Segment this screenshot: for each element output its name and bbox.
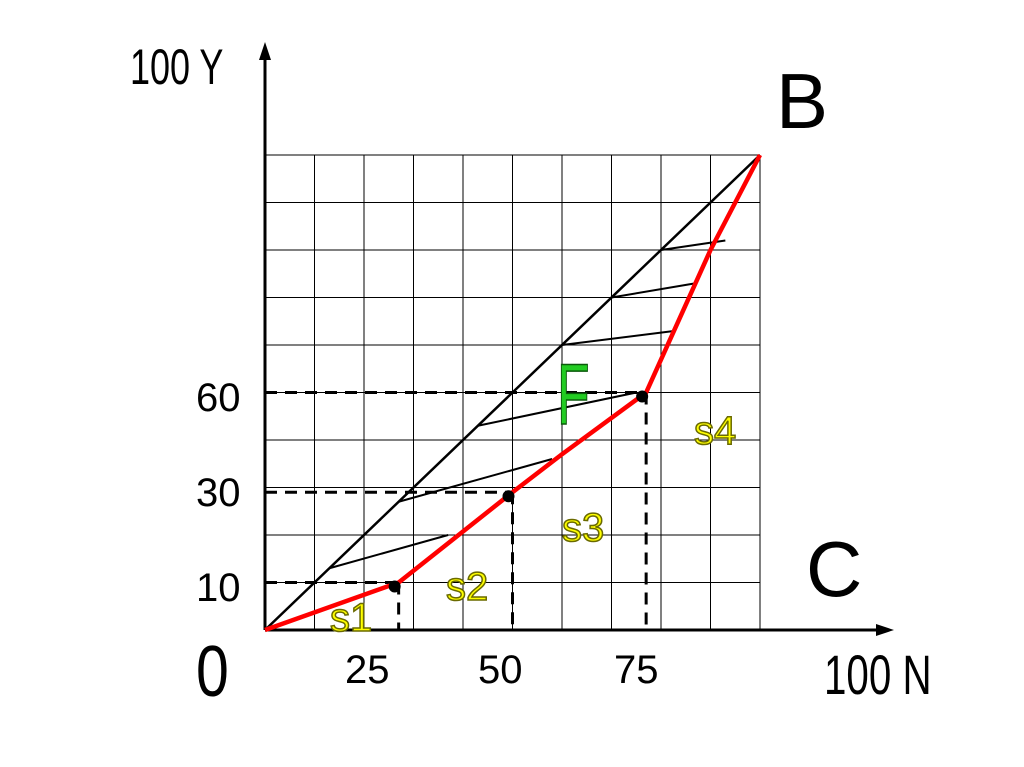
hatch-line (477, 391, 637, 427)
hatch-line (611, 282, 696, 299)
area-label-s4: s4 (693, 409, 737, 453)
x-tick-label-50: 50 (478, 648, 523, 692)
reference-points (388, 390, 649, 593)
point-b-label: B (776, 57, 829, 145)
series-line-equality-line (264, 154, 761, 631)
hatch-line (329, 534, 449, 570)
x-tick-label-75: 75 (614, 648, 659, 692)
x-axis-label: 100 N (824, 643, 932, 706)
y-axis-arrow-icon (259, 42, 271, 60)
area-label-s2: s2 (445, 565, 489, 609)
area-label-f: F (557, 347, 591, 443)
hatch-line (398, 458, 553, 503)
data-point (502, 490, 515, 503)
x-axis-arrow-icon (876, 624, 894, 636)
hatch-lines (329, 239, 726, 570)
data-point (388, 580, 401, 593)
hatch-line (561, 329, 676, 346)
y-tick-label-10: 10 (196, 566, 241, 610)
origin-label: 0 (196, 632, 229, 712)
axes (259, 42, 894, 636)
y-tick-label-30: 30 (196, 471, 241, 515)
area-label-s1: s1 (329, 596, 373, 640)
point-c-label: C (806, 525, 863, 613)
data-point (636, 390, 649, 403)
y-axis-label: 100 Y (130, 39, 224, 95)
area-label-s3: s3 (561, 506, 605, 550)
x-tick-label-25: 25 (345, 648, 390, 692)
y-tick-label-60: 60 (196, 376, 241, 420)
